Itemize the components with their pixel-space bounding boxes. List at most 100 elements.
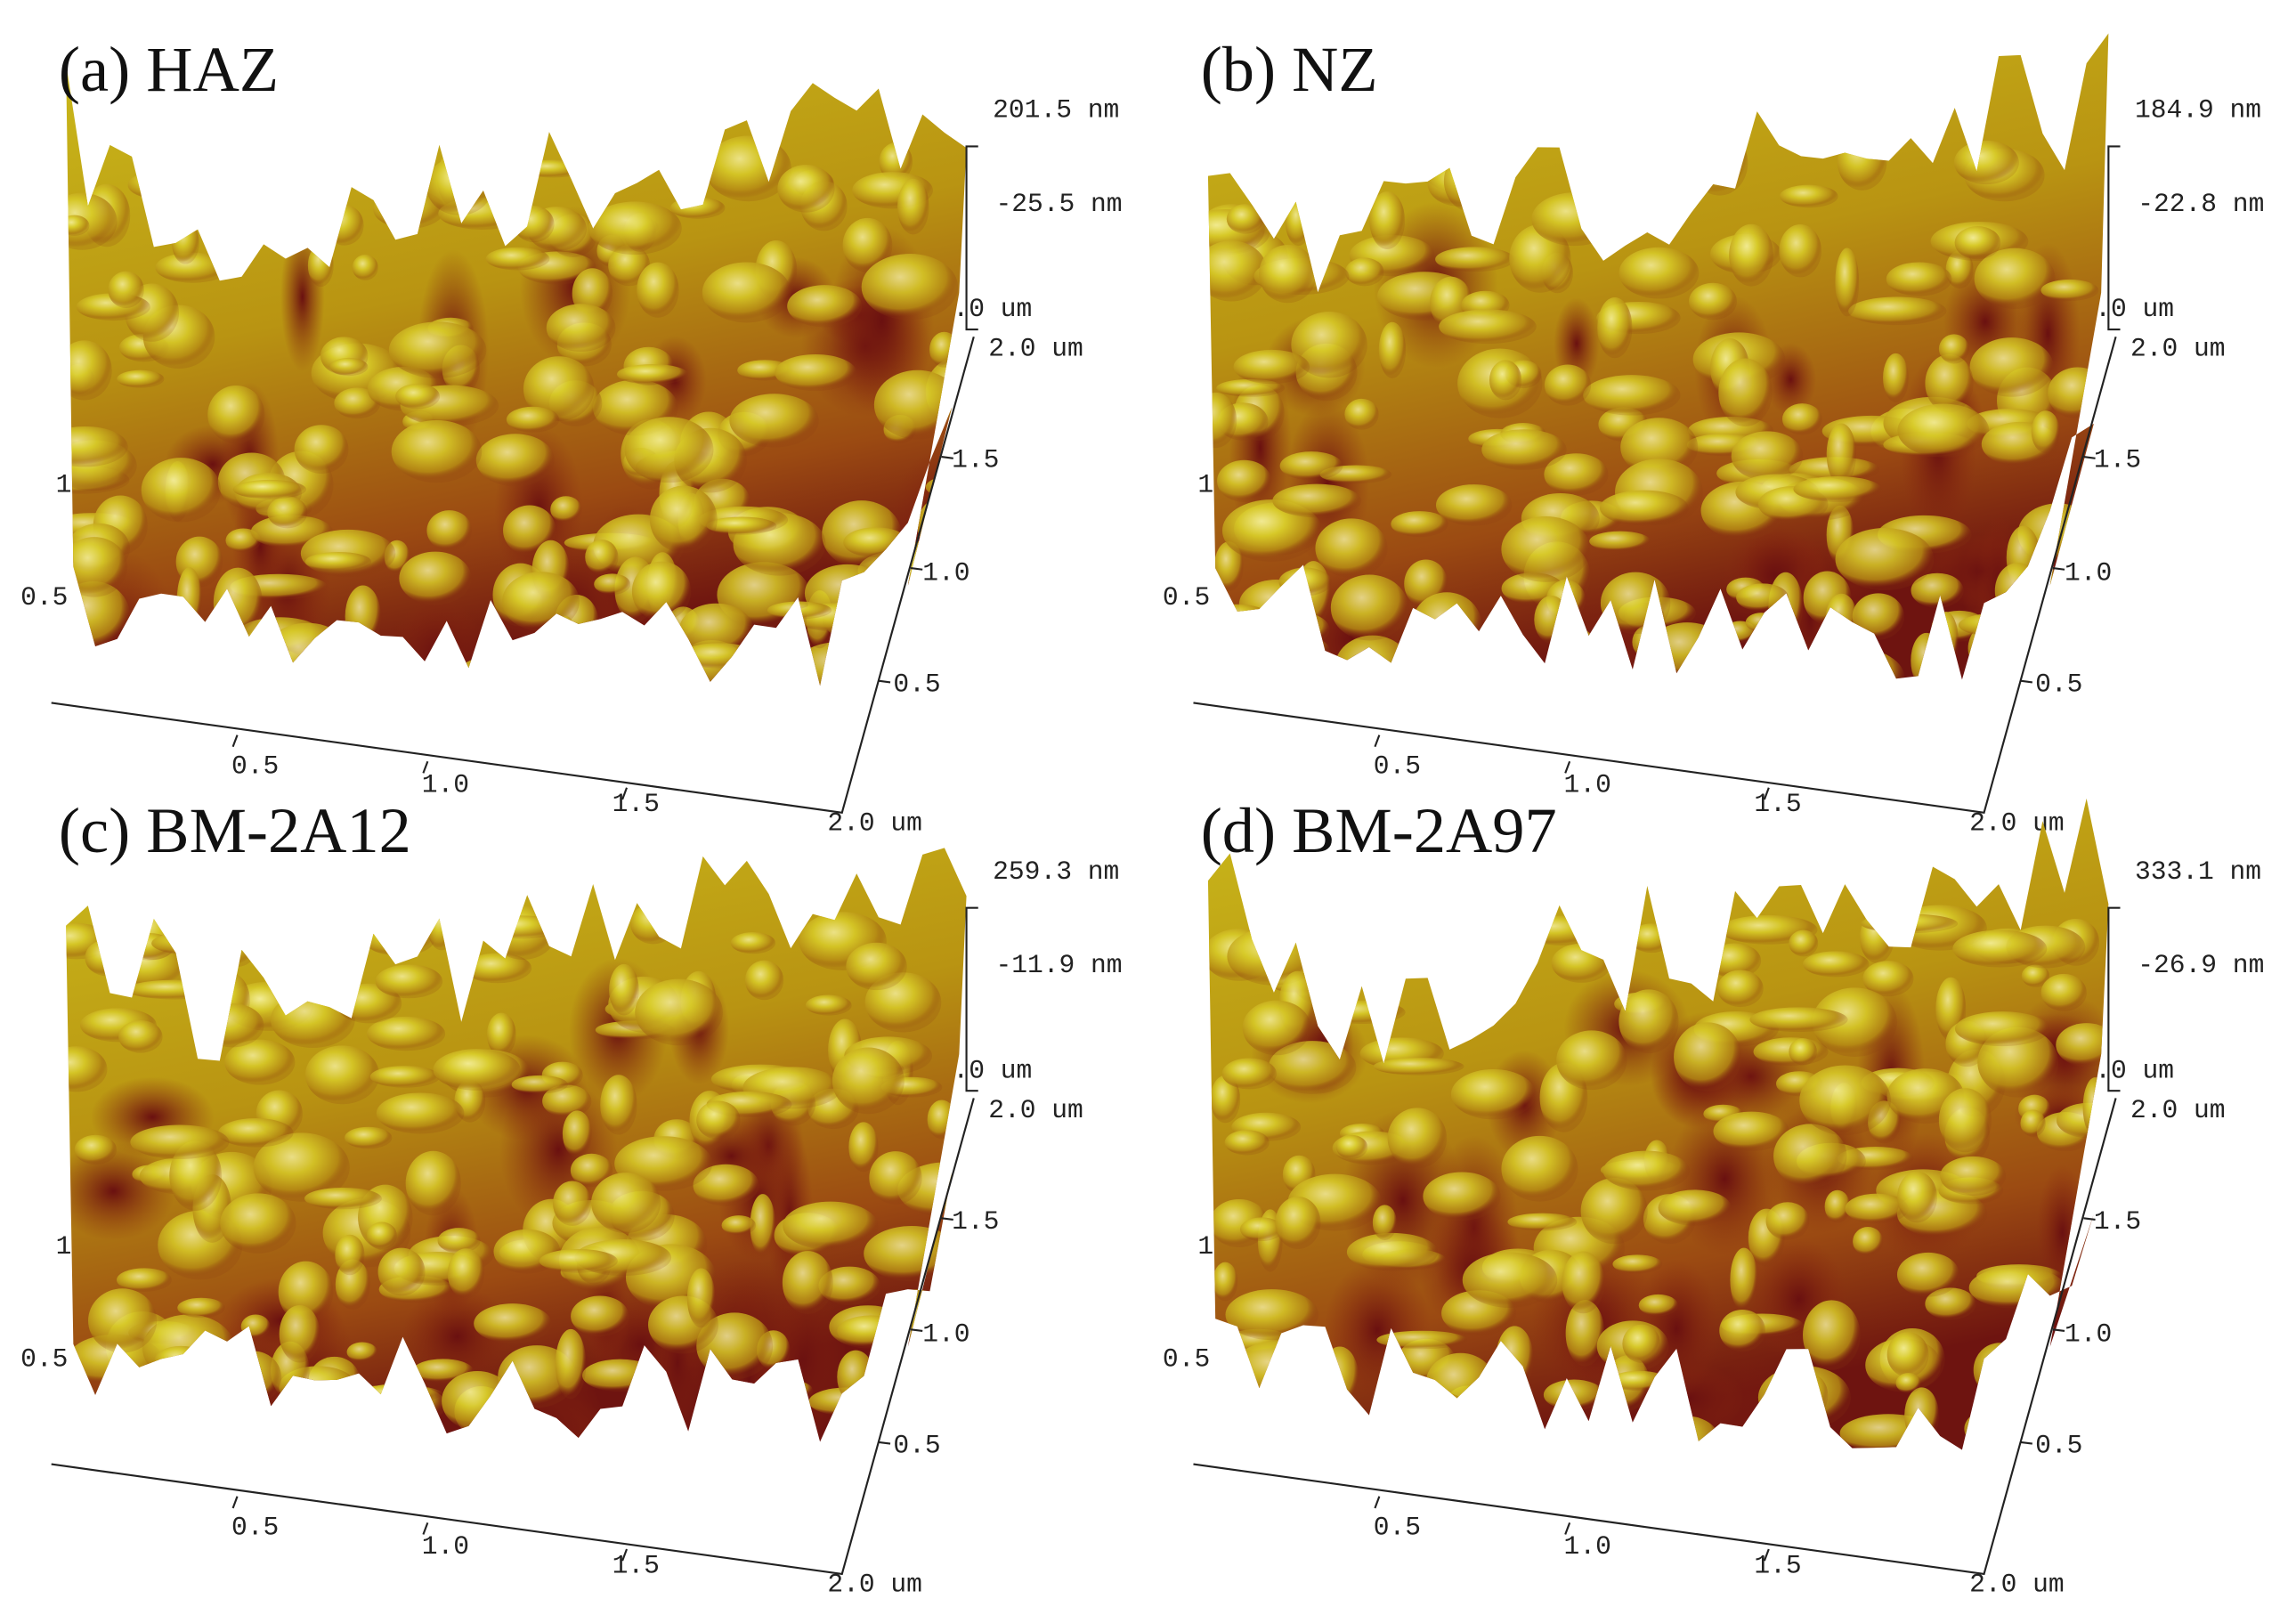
x-tick <box>1374 1496 1381 1509</box>
grain <box>1911 572 1964 608</box>
grain <box>1496 1326 1534 1392</box>
grain <box>154 1345 208 1375</box>
grain <box>503 505 556 556</box>
grain <box>177 1297 225 1319</box>
y-axis-label: 1.5 <box>2094 445 2141 475</box>
x-axis-label: 1.0 <box>1564 770 1611 800</box>
grain <box>1629 923 1674 954</box>
x-axis-label: 2.0 um <box>827 808 922 838</box>
grain <box>1713 1111 1789 1151</box>
grain <box>74 1134 118 1165</box>
grain <box>486 1012 516 1057</box>
grain <box>669 197 726 219</box>
grain <box>502 572 580 631</box>
grain <box>262 178 289 202</box>
grain <box>1911 632 1943 680</box>
left-axis-label: 0.5 <box>20 582 68 613</box>
y-tick <box>941 456 953 459</box>
grain <box>1242 1000 1311 1056</box>
x-axis-label: 1.0 <box>1564 1531 1611 1562</box>
grain <box>1940 1156 2007 1196</box>
grain <box>376 1092 465 1134</box>
grain <box>1320 1346 1359 1409</box>
grain <box>843 527 909 558</box>
y-axis-label: 0.5 <box>2035 669 2082 699</box>
grain <box>213 567 263 638</box>
grain <box>308 1356 361 1405</box>
grain <box>1213 541 1244 592</box>
pit <box>1550 663 1619 680</box>
grain <box>1225 611 1314 658</box>
grain <box>1599 490 1689 526</box>
grain <box>2017 1357 2099 1412</box>
grain <box>1969 337 2054 397</box>
grain <box>367 1016 446 1051</box>
grain <box>1443 150 1498 212</box>
grain <box>485 247 550 271</box>
grain <box>864 1226 960 1282</box>
grain <box>1602 1150 1691 1191</box>
grain <box>85 939 129 977</box>
grain <box>842 217 893 272</box>
x-axis <box>51 1098 975 1576</box>
grain <box>917 498 963 554</box>
grain <box>1408 1395 1506 1448</box>
grain <box>546 304 616 353</box>
surface-texture <box>1207 130 2109 680</box>
grain <box>669 637 694 686</box>
x-axis-label: 0.5 <box>231 1513 279 1543</box>
grain <box>1824 1189 1851 1223</box>
grain <box>66 1046 108 1092</box>
grain <box>1371 915 1405 937</box>
grain <box>1583 375 1681 416</box>
grain <box>1393 917 1472 961</box>
grain <box>511 650 547 686</box>
grain <box>1589 531 1651 552</box>
grain <box>1543 1379 1605 1410</box>
grain <box>1953 140 2019 185</box>
grain <box>649 485 718 554</box>
grain <box>519 159 586 178</box>
grain <box>1647 622 1728 678</box>
y-tick <box>2052 567 2065 571</box>
grain <box>1731 431 1804 481</box>
z-axis <box>2107 145 2121 331</box>
grain <box>141 458 221 523</box>
x-tick <box>621 1548 629 1562</box>
grain <box>1531 192 1618 247</box>
y-axis-label: 1.0 <box>2065 557 2112 588</box>
grain <box>343 638 418 686</box>
x-axis <box>51 336 975 814</box>
grain <box>267 496 308 529</box>
grain <box>1384 1390 1473 1436</box>
grain <box>1470 1393 1532 1450</box>
y-tick <box>2083 456 2096 459</box>
grain <box>388 321 487 378</box>
grain <box>1835 248 1860 317</box>
grain <box>1609 1370 1669 1392</box>
grain <box>1974 248 2056 310</box>
grain <box>848 1122 879 1173</box>
grain <box>1580 1178 1648 1245</box>
grain <box>1793 475 1882 502</box>
grain <box>1862 961 1914 997</box>
y-tick <box>2020 1441 2032 1445</box>
grain <box>1225 1289 1319 1341</box>
z-axis <box>965 145 978 331</box>
grain <box>474 1303 552 1343</box>
pit <box>123 625 187 686</box>
grain <box>1544 364 1592 406</box>
grain <box>108 271 144 309</box>
grain <box>1227 927 1321 986</box>
grain <box>630 903 677 945</box>
grain <box>1968 1267 2065 1309</box>
y-tick <box>878 679 891 684</box>
grain <box>2048 367 2108 419</box>
grain <box>176 567 202 633</box>
x-axis-label: 1.0 <box>422 770 469 800</box>
grain <box>2031 410 2060 453</box>
grain <box>447 1248 485 1299</box>
grain <box>1301 908 1355 971</box>
x-tick <box>1763 787 1770 800</box>
